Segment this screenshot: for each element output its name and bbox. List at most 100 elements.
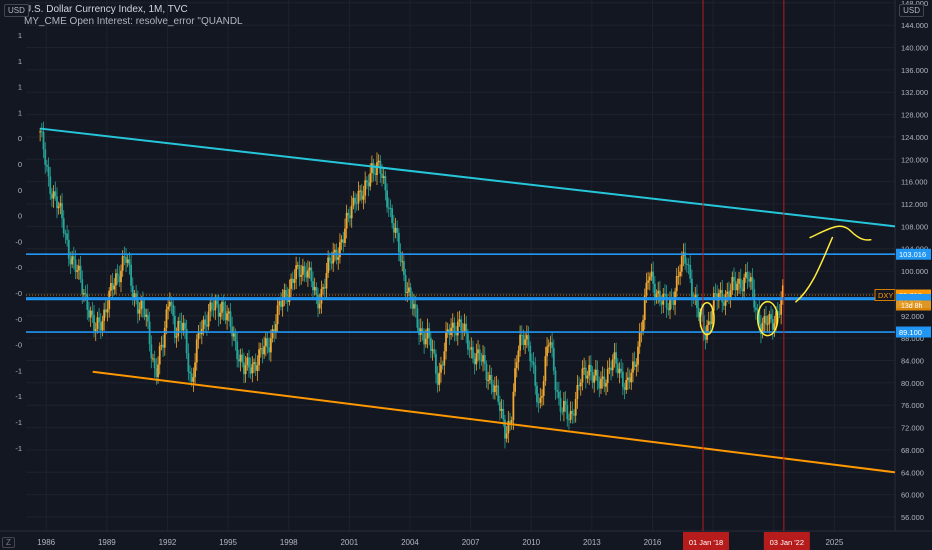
candle-body [243,362,245,375]
candle-body [675,276,678,292]
candle-body [209,302,212,312]
candle-body [187,353,190,372]
left-tick-label: -0 [15,263,22,272]
right-axis-unit[interactable]: USD [899,4,924,17]
candle-body [136,300,139,314]
candle-body [121,256,124,271]
candle-body [509,420,511,424]
candle-body [307,270,309,278]
candle-body [625,379,628,390]
candle-body [195,339,198,363]
candle-body [281,298,284,307]
candle-body [638,332,641,347]
y-tick-label: 124.000 [901,133,928,142]
candle-body [389,208,392,210]
x-tick-label: 1998 [280,538,298,547]
candle-body [328,257,331,261]
candle-body [536,385,538,403]
candle-body [547,344,550,347]
y-tick-label: 72.000 [901,424,924,433]
candle-body [616,363,619,374]
candle-body [657,290,660,294]
candle-body [116,273,119,276]
candle-body [667,307,670,311]
x-tick-label: 1995 [219,538,237,547]
candle-body [524,339,527,346]
candle-body [77,265,80,271]
candle-body [603,376,606,387]
candle-body [234,333,237,342]
candle-body [615,352,618,364]
y-tick-label: 92.000 [901,312,924,321]
candle-body [386,190,388,208]
candle-body [96,317,99,329]
x-tick-label: 2010 [522,538,540,547]
candle-body [778,313,781,315]
candle-body [204,319,207,325]
candle-body [285,289,287,297]
candle-body [308,267,311,271]
candle-body [347,212,350,216]
candle-body [488,375,491,380]
candle-body [574,398,577,416]
candle-body [493,385,496,393]
candle-body [327,257,330,273]
y-tick-label: 148.000 [901,0,928,8]
left-tick-label: 0 [18,134,22,143]
indicator-label: MY_CME Open Interest: resolve_error "QUA… [24,16,243,27]
candle-body [113,285,116,290]
candle-body [111,283,114,290]
candle-body [241,354,244,363]
annotation-circle-2018 [699,301,715,336]
candle-body [563,400,565,412]
candle-body [534,365,537,386]
candle-body [637,346,639,365]
candle-body [751,277,754,290]
candle-body [226,313,228,321]
candle-body [232,333,235,337]
candle-body [47,166,50,177]
grid [26,0,895,531]
candle-body [345,212,348,229]
left-tick-label: -1 [15,366,22,375]
candle-body [426,328,429,339]
candle-body [325,272,328,289]
candle-body [773,323,776,330]
candle-body [690,278,693,297]
candle-body [179,320,181,323]
x-tick-label: 2007 [462,538,480,547]
candle-body [566,405,569,420]
annotation-circle-2021 [756,300,779,337]
candle-body [69,258,72,265]
price-label-box [896,248,931,260]
candle-body [392,223,395,233]
resistance-trendline [40,127,896,228]
candle-body [162,344,164,348]
candle-body [301,266,304,275]
candle-body [736,283,739,291]
candle-body [468,349,471,351]
candle-body [561,411,564,413]
y-tick-label: 60.000 [901,491,924,500]
candle-body [490,375,493,385]
candle-body [495,385,498,387]
candle-body [330,260,333,264]
annotations [699,225,872,337]
candle-body [344,228,346,243]
candle-body [435,353,437,374]
candle-body [515,362,518,369]
candle-body [771,318,774,330]
candle-body [298,265,301,277]
candle-body [229,311,232,327]
candle-body [371,163,373,174]
left-tick-label: 1 [18,83,22,92]
candle-body [702,315,705,334]
candle-body [453,322,456,333]
left-axis-unit[interactable]: USD [4,4,29,17]
candle-body [529,345,532,362]
symbol-title: U.S. Dollar Currency Index, 1M, TVC [24,4,188,15]
timezone-corner[interactable]: Z [2,537,15,548]
candle-body [473,358,476,365]
candle-body [399,252,402,262]
